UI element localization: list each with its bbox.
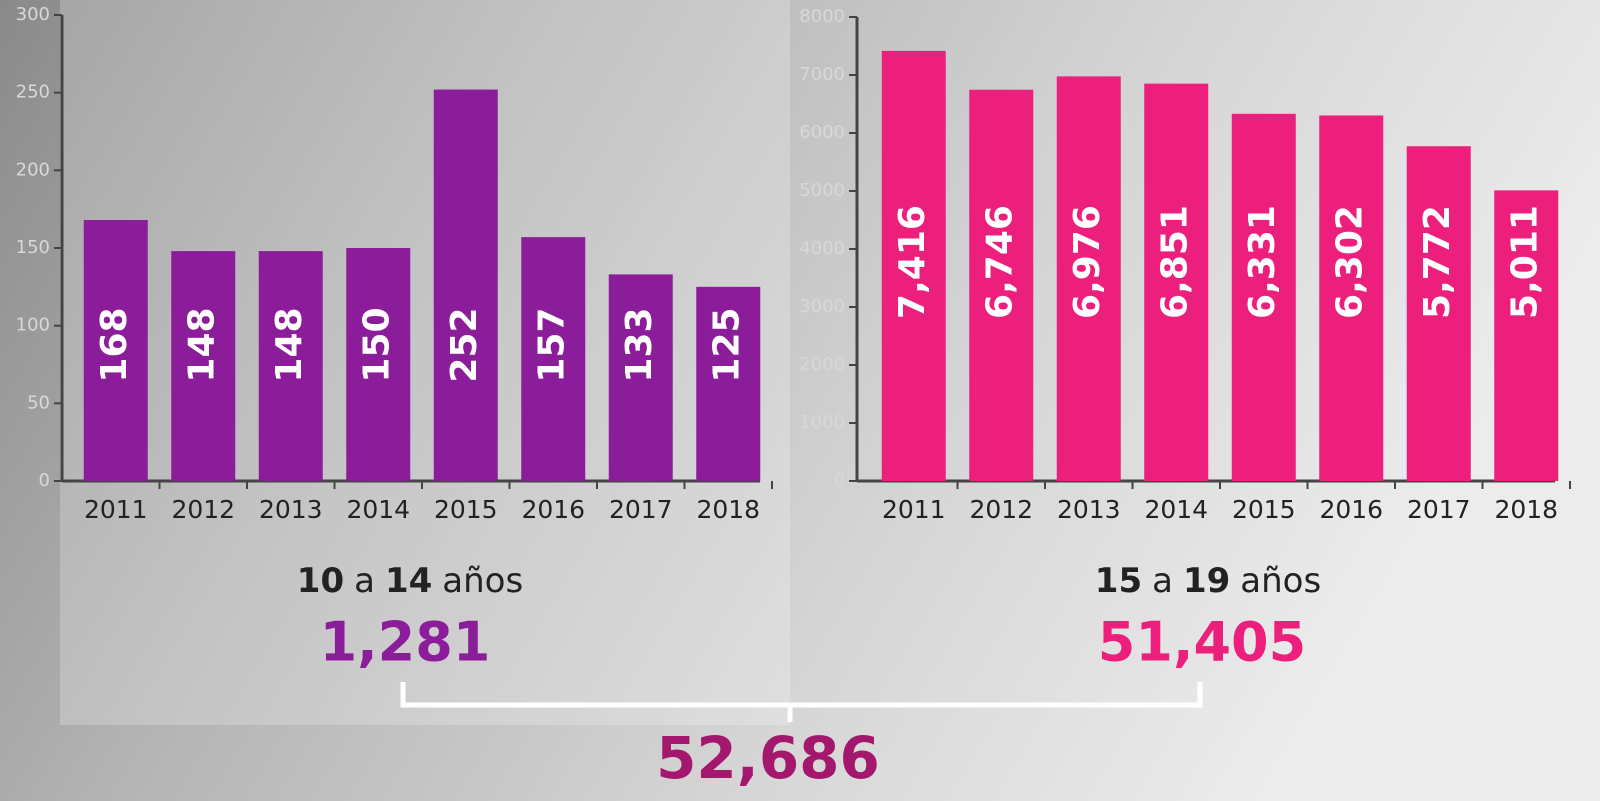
value-label: 157 [531, 307, 572, 382]
bar [1056, 76, 1121, 481]
x-tick-label: 2018 [1494, 495, 1558, 524]
value-label: 6,302 [1329, 205, 1370, 319]
bracket [400, 682, 1203, 722]
x-tick-label: 2015 [434, 495, 498, 524]
x-tick-label: 2011 [882, 495, 946, 524]
bar [346, 248, 411, 481]
y-tick-label: 6000 [799, 122, 845, 143]
caption-part: a [1152, 561, 1173, 601]
bar [258, 251, 323, 481]
y-tick-label: 0 [834, 470, 845, 491]
y-tick-label: 5000 [799, 180, 845, 201]
caption-part: 10 [297, 561, 344, 601]
value-label: 6,331 [1242, 205, 1283, 319]
value-label: 5,011 [1504, 205, 1545, 319]
bar [696, 286, 761, 481]
bar [1494, 190, 1559, 481]
value-label: 168 [94, 307, 135, 382]
y-tick-label: 150 [16, 237, 50, 258]
y-tick-label: 3000 [799, 296, 845, 317]
bar [83, 220, 148, 482]
value-label: 6,746 [979, 205, 1020, 319]
y-tick-label: 8000 [799, 6, 845, 27]
caption-part: 19 [1183, 561, 1230, 601]
bar [521, 237, 586, 481]
grand-total: 52,686 [656, 724, 880, 792]
caption: 10 a 14 años [297, 561, 523, 601]
x-tick-label: 2015 [1232, 495, 1296, 524]
bar [171, 251, 236, 481]
y-tick-label: 300 [16, 4, 50, 25]
bar [1144, 83, 1209, 481]
caption-part: a [354, 561, 375, 601]
x-tick-label: 2013 [259, 495, 323, 524]
y-tick-label: 0 [39, 470, 50, 491]
value-label: 150 [356, 307, 397, 382]
value-label: 6,976 [1067, 205, 1108, 319]
y-tick-label: 50 [27, 392, 50, 413]
x-tick-label: 2014 [346, 495, 410, 524]
value-label: 5,772 [1417, 205, 1458, 319]
x-tick-label: 2011 [84, 495, 148, 524]
value-label: 252 [444, 307, 485, 382]
y-tick-label: 250 [16, 82, 50, 103]
value-label: 148 [269, 307, 310, 382]
x-tick-label: 2013 [1057, 495, 1121, 524]
value-label: 148 [181, 307, 222, 382]
caption: 15 a 19 años [1095, 561, 1321, 601]
subtotal: 1,281 [320, 611, 491, 674]
x-tick-label: 2017 [1407, 495, 1471, 524]
y-tick-label: 4000 [799, 238, 845, 259]
bar [1319, 115, 1384, 481]
bar [608, 274, 673, 481]
caption-part: 14 [385, 561, 432, 601]
caption-part: 15 [1095, 561, 1142, 601]
value-label: 7,416 [892, 205, 933, 319]
x-tick-label: 2014 [1144, 495, 1208, 524]
x-tick-label: 2016 [1319, 495, 1383, 524]
caption-part: años [1240, 561, 1321, 601]
value-label: 6,851 [1154, 205, 1195, 319]
y-tick-label: 7000 [799, 64, 845, 85]
bar [1231, 113, 1296, 481]
y-tick-label: 1000 [799, 412, 845, 433]
caption-part: años [442, 561, 523, 601]
x-tick-label: 2016 [521, 495, 585, 524]
y-tick-label: 2000 [799, 354, 845, 375]
value-label: 133 [619, 307, 660, 382]
bar [433, 89, 498, 481]
bar [881, 50, 946, 481]
x-tick-label: 2012 [969, 495, 1033, 524]
bar [1406, 146, 1471, 481]
y-tick-label: 100 [16, 315, 50, 336]
y-tick-label: 200 [16, 159, 50, 180]
value-label: 125 [706, 307, 747, 382]
bar [969, 89, 1034, 482]
subtotal: 51,405 [1098, 611, 1306, 674]
x-tick-label: 2017 [609, 495, 673, 524]
x-tick-label: 2012 [171, 495, 235, 524]
x-tick-label: 2018 [696, 495, 760, 524]
